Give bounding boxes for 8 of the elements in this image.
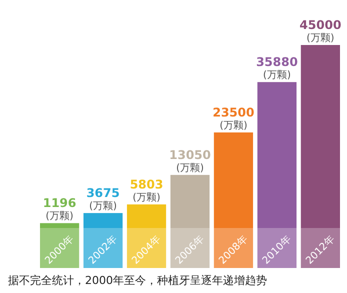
data-label: 5803(万颗) bbox=[130, 177, 164, 204]
text: 据不完全统计，2000年至今，种植牙呈逐年递增趋势 bbox=[8, 274, 267, 287]
data-label: 23500(万颗) bbox=[212, 105, 254, 132]
data-label: 45000(万颗) bbox=[300, 18, 342, 44]
data-label: 3675(万颗) bbox=[86, 186, 120, 212]
data-label: 1196(万颗) bbox=[42, 196, 76, 222]
data-label: 13050(万颗) bbox=[169, 148, 211, 174]
data-label: 35880(万颗) bbox=[256, 55, 298, 82]
